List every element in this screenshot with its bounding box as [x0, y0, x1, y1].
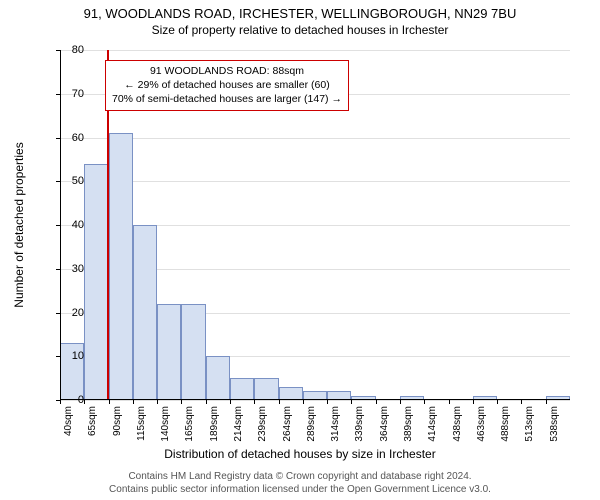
- gridline: [60, 50, 570, 51]
- histogram-bar: [206, 356, 230, 400]
- xtick-label: 339sqm: [354, 406, 365, 442]
- ytick-label: 30: [54, 263, 84, 275]
- xtick-label: 314sqm: [330, 406, 341, 442]
- ytick-label: 80: [54, 44, 84, 56]
- xtick-label: 264sqm: [282, 406, 293, 442]
- xtick-mark: [133, 400, 134, 404]
- footer-line-1: Contains HM Land Registry data © Crown c…: [0, 471, 600, 484]
- ytick-label: 10: [54, 350, 84, 362]
- xtick-mark: [497, 400, 498, 404]
- histogram-bar: [181, 304, 205, 400]
- ytick-label: 20: [54, 307, 84, 319]
- xtick-mark: [327, 400, 328, 404]
- ytick-label: 0: [54, 394, 84, 406]
- xtick-mark: [521, 400, 522, 404]
- xtick-label: 239sqm: [257, 406, 268, 442]
- xtick-label: 389sqm: [403, 406, 414, 442]
- footer-line-2: Contains public sector information licen…: [0, 484, 600, 497]
- xtick-mark: [181, 400, 182, 404]
- xtick-mark: [449, 400, 450, 404]
- ytick-label: 50: [54, 175, 84, 187]
- x-axis-line: [60, 399, 570, 400]
- ytick-label: 70: [54, 88, 84, 100]
- xtick-label: 414sqm: [427, 406, 438, 442]
- xtick-label: 65sqm: [87, 406, 98, 436]
- histogram-bar: [84, 164, 108, 400]
- info-callout: 91 WOODLANDS ROAD: 88sqm← 29% of detache…: [105, 60, 349, 111]
- ytick-label: 40: [54, 219, 84, 231]
- footer-attribution: Contains HM Land Registry data © Crown c…: [0, 471, 600, 496]
- xtick-label: 488sqm: [500, 406, 511, 442]
- xtick-label: 513sqm: [524, 406, 535, 442]
- page-subtitle: Size of property relative to detached ho…: [0, 23, 600, 37]
- xtick-mark: [400, 400, 401, 404]
- xtick-label: 364sqm: [379, 406, 390, 442]
- xtick-mark: [84, 400, 85, 404]
- gridline: [60, 181, 570, 182]
- xtick-mark: [424, 400, 425, 404]
- xtick-label: 140sqm: [160, 406, 171, 442]
- histogram-bar: [157, 304, 181, 400]
- gridline: [60, 400, 570, 401]
- xtick-label: 165sqm: [184, 406, 195, 442]
- histogram-bar: [254, 378, 278, 400]
- xtick-label: 289sqm: [306, 406, 317, 442]
- histogram-bar: [109, 133, 133, 400]
- x-axis-label: Distribution of detached houses by size …: [0, 447, 600, 461]
- info-callout-line: 70% of semi-detached houses are larger (…: [112, 92, 342, 106]
- xtick-label: 538sqm: [549, 406, 560, 442]
- xtick-label: 214sqm: [233, 406, 244, 442]
- xtick-label: 463sqm: [476, 406, 487, 442]
- page-title: 91, WOODLANDS ROAD, IRCHESTER, WELLINGBO…: [0, 0, 600, 23]
- info-callout-line: 91 WOODLANDS ROAD: 88sqm: [112, 64, 342, 78]
- xtick-mark: [303, 400, 304, 404]
- xtick-mark: [230, 400, 231, 404]
- xtick-label: 40sqm: [63, 406, 74, 436]
- histogram-bar: [230, 378, 254, 400]
- xtick-mark: [109, 400, 110, 404]
- xtick-mark: [206, 400, 207, 404]
- xtick-mark: [376, 400, 377, 404]
- gridline: [60, 138, 570, 139]
- y-axis-label: Number of detached properties: [12, 142, 26, 307]
- xtick-mark: [546, 400, 547, 404]
- ytick-label: 60: [54, 132, 84, 144]
- xtick-mark: [473, 400, 474, 404]
- xtick-mark: [279, 400, 280, 404]
- xtick-mark: [254, 400, 255, 404]
- xtick-mark: [351, 400, 352, 404]
- histogram-bar: [133, 225, 157, 400]
- xtick-label: 438sqm: [452, 406, 463, 442]
- info-callout-line: ← 29% of detached houses are smaller (60…: [112, 78, 342, 92]
- xtick-label: 115sqm: [136, 406, 147, 441]
- xtick-label: 189sqm: [209, 406, 220, 442]
- xtick-label: 90sqm: [112, 406, 123, 436]
- xtick-mark: [157, 400, 158, 404]
